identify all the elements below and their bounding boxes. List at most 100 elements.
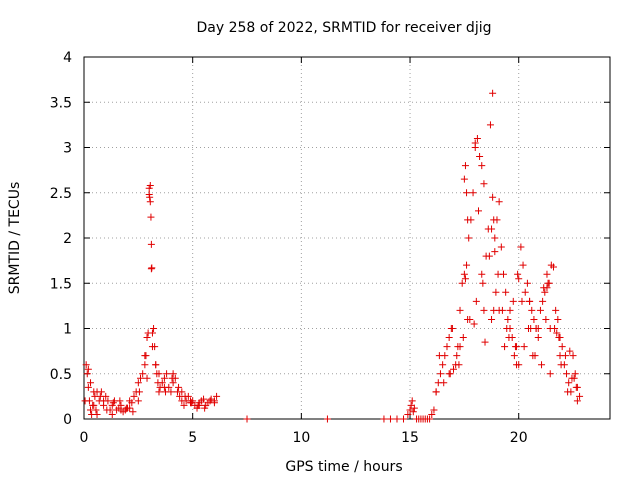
data-point [146, 193, 154, 201]
data-point [475, 207, 482, 215]
data-point [558, 343, 566, 351]
data-point [169, 370, 177, 378]
data-point [458, 279, 466, 287]
data-point [408, 397, 416, 405]
data-point [426, 415, 434, 423]
data-point [92, 406, 100, 414]
data-point [481, 338, 489, 346]
data-point [445, 370, 453, 378]
data-point [472, 297, 480, 305]
data-point [158, 379, 166, 387]
data-point [162, 388, 170, 396]
data-point [84, 365, 92, 373]
data-point [207, 395, 215, 403]
data-point [486, 121, 494, 129]
data-point [492, 288, 500, 296]
data-point [460, 175, 468, 183]
data-point [243, 415, 251, 423]
data-point [194, 401, 202, 409]
data-point [213, 392, 221, 400]
data-point [554, 315, 562, 323]
data-point [323, 415, 331, 423]
y-tick-label: 2 [63, 231, 72, 247]
data-point [400, 415, 408, 423]
data-point [141, 361, 149, 369]
data-point [478, 270, 486, 278]
data-point [480, 306, 488, 314]
data-point [139, 370, 147, 378]
data-point [456, 343, 464, 351]
data-point [200, 395, 208, 403]
data-point [549, 263, 557, 271]
y-tick-label: 4 [63, 50, 72, 66]
data-point [572, 383, 580, 391]
data-point [553, 329, 561, 337]
data-point [178, 388, 186, 396]
data-point [134, 397, 142, 405]
data-point [204, 399, 212, 407]
data-point [491, 248, 499, 256]
data-point [476, 153, 484, 161]
data-point [569, 352, 577, 360]
data-point [571, 370, 579, 378]
data-point [117, 406, 125, 414]
axis-ticks: 0 5 10 15 20 0 0.5 1 1.5 2 2.5 3 3.5 4 [50, 50, 610, 446]
y-tick-label: 0.5 [50, 367, 72, 383]
x-tick-label: 20 [510, 430, 528, 446]
data-point [534, 325, 542, 332]
x-tick-label: 5 [188, 430, 197, 446]
data-point [463, 261, 471, 269]
data-point [515, 275, 523, 283]
data-point [460, 270, 468, 278]
data-point [450, 365, 458, 373]
data-point [543, 284, 551, 292]
data-point [393, 415, 401, 423]
data-point [146, 198, 154, 206]
data-point [495, 198, 503, 206]
data-point [530, 315, 538, 323]
data-point [143, 334, 151, 342]
data-point [461, 162, 469, 170]
y-tick-label: 0 [63, 412, 72, 428]
data-point [459, 334, 467, 342]
data-point [497, 243, 505, 251]
data-point [505, 334, 513, 342]
data-point [443, 343, 451, 351]
data-point [488, 315, 496, 323]
data-point [109, 399, 117, 407]
data-point [84, 383, 92, 391]
y-axis-title: SRMTID / TECUs [7, 182, 23, 295]
data-point [180, 401, 188, 409]
data-point [511, 343, 519, 351]
data-point [479, 279, 487, 287]
data-point [469, 189, 477, 197]
data-point [568, 374, 576, 382]
data-point [448, 325, 456, 332]
x-axis-title: GPS time / hours [285, 459, 402, 475]
data-point [556, 352, 564, 360]
y-tick-label: 1.5 [50, 276, 72, 292]
data-point [526, 297, 534, 305]
data-point [103, 406, 111, 414]
data-point [519, 261, 527, 269]
data-point [436, 370, 444, 378]
data-point [143, 374, 151, 382]
data-point [563, 370, 571, 378]
data-point [93, 388, 101, 396]
data-point [187, 397, 195, 405]
data-point [150, 325, 158, 332]
data-point [134, 379, 142, 387]
data-point [406, 406, 414, 414]
data-point [573, 397, 581, 405]
data-point [461, 275, 469, 283]
data-point [439, 361, 447, 369]
data-point [495, 306, 503, 314]
data-point [478, 162, 486, 170]
data-point [514, 270, 522, 278]
data-point [501, 343, 509, 351]
data-point [148, 329, 156, 337]
data-point [83, 370, 91, 378]
data-point [380, 415, 388, 423]
y-tick-label: 3.5 [50, 95, 72, 111]
